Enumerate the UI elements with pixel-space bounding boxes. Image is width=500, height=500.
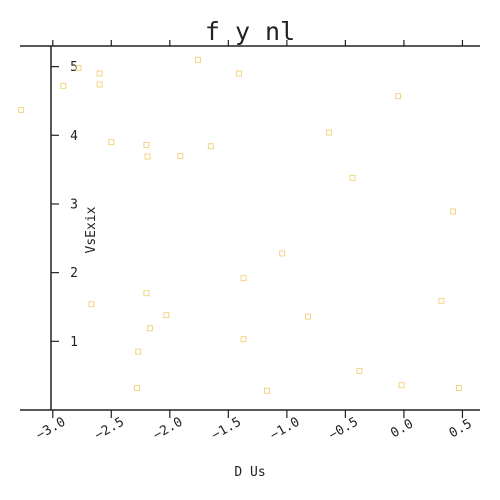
scatter-point [108, 139, 115, 146]
scatter-point [134, 385, 140, 391]
x-axis-ticks: −3.0 −2.5 −2.0 −1.5 −1.0 −0.5 0.0 0.5 [34, 40, 475, 443]
scatter-point [143, 141, 150, 148]
scatter-point [450, 208, 457, 215]
x-tick-label: 0.0 [388, 417, 416, 442]
scatter-point [304, 313, 311, 320]
data-points [18, 56, 462, 394]
scatter-point [194, 56, 201, 63]
scatter-point [264, 387, 270, 394]
scatter-point [398, 382, 405, 389]
scatter-point [143, 290, 150, 297]
scatter-point [455, 385, 462, 391]
scatter-point [326, 129, 332, 136]
y-tick-label: 4 [70, 129, 78, 144]
scatter-point [60, 82, 67, 89]
x-tick-label: −2.0 [151, 415, 186, 444]
scatter-point [395, 93, 402, 100]
scatter-point [235, 70, 242, 77]
scatter-point [349, 174, 356, 181]
y-axis-ticks: 1 2 3 4 5 [51, 60, 78, 350]
x-tick-label: −1.0 [268, 415, 303, 444]
y-tick-label: 3 [70, 197, 78, 212]
scatter-point [18, 106, 25, 113]
scatter-point [135, 348, 142, 355]
x-tick-label: −0.5 [326, 415, 361, 444]
scatter-point [96, 81, 103, 88]
scatter-point [240, 275, 247, 282]
chart-title: f y nl [205, 17, 295, 46]
x-tick-label: 0.5 [447, 417, 475, 442]
scatter-point [279, 250, 286, 257]
x-tick-label: −1.5 [209, 415, 244, 444]
scatter-point [240, 336, 247, 343]
scatter-point [144, 153, 151, 160]
y-tick-label: 5 [70, 60, 78, 75]
scatter-point [146, 325, 153, 332]
y-tick-label: 1 [70, 335, 78, 350]
scatter-point [163, 312, 170, 319]
x-axis-label: D Us [234, 465, 265, 480]
scatter-point [356, 367, 363, 374]
y-axis-label: VsExix [84, 206, 99, 253]
x-tick-label: −3.0 [34, 415, 69, 444]
y-tick-label: 2 [70, 266, 78, 281]
scatter-point [96, 70, 103, 77]
scatter-point [75, 65, 82, 71]
scatter-point [207, 143, 214, 150]
scatter-point [438, 297, 445, 304]
scatter-point [177, 152, 184, 159]
scatter-point [88, 301, 95, 308]
x-tick-label: −2.5 [92, 415, 127, 444]
